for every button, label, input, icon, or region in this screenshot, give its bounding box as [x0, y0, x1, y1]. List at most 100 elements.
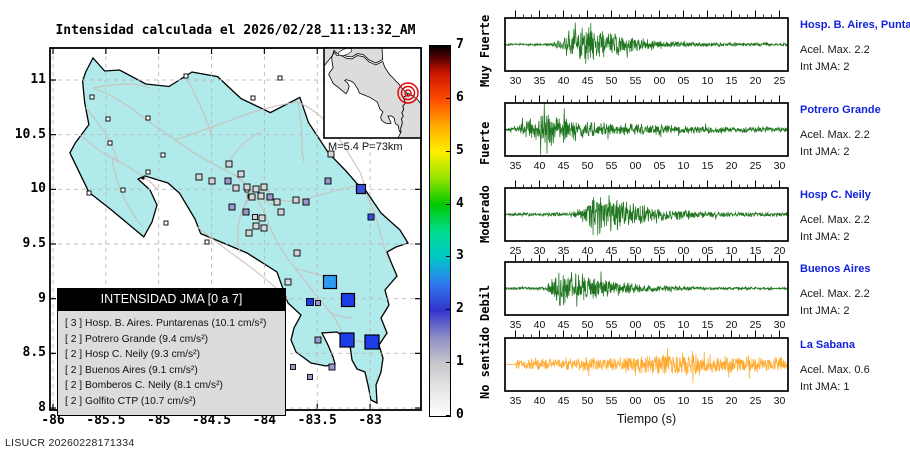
int-jma-label: Int JMA: 2	[800, 146, 850, 158]
seismo-tick-label: 25	[750, 319, 762, 331]
seismo-tick-label: 30	[774, 395, 786, 407]
station-marker	[292, 196, 300, 204]
colorbar-scale-label: Fuerte	[478, 121, 492, 165]
intensity-legend: INTENSIDAD JMA [0 a 7] [ 3 ] Hosp. B. Ai…	[57, 288, 286, 416]
int-jma-label: Int JMA: 2	[800, 305, 850, 317]
station-marker	[163, 220, 169, 226]
station-marker	[290, 364, 296, 370]
seismo-tick-label: 25	[750, 160, 762, 172]
seismogram-panel: 35 40 45 50 55 00 05 10 15 20 25 30	[504, 330, 789, 407]
seismo-tick-label: 45	[606, 245, 618, 257]
road-network	[79, 77, 389, 347]
seismo-tick-label: 25	[750, 395, 762, 407]
seismo-tick-label: 10	[678, 160, 690, 172]
legend-entry: [ 2 ] Potrero Grande (9.4 cm/s²)	[65, 333, 209, 345]
seismo-tick-label: 55	[630, 75, 642, 87]
colorbar-scale-label: Muy Fuerte	[478, 14, 492, 87]
legend-entry: [ 2 ] Golfito CTP (10.7 cm/s²)	[65, 395, 196, 407]
station-marker	[260, 224, 268, 232]
legend-entry: [ 2 ] Bomberos C. Neily (8.1 cm/s²)	[65, 380, 223, 391]
station-marker	[145, 115, 151, 121]
legend-entry: [ 2 ] Buenos Aires (9.1 cm/s²)	[65, 364, 198, 376]
seismo-tick-label: 50	[630, 245, 642, 257]
int-jma-label: Int JMA: 1	[800, 381, 850, 393]
station-marker	[237, 170, 245, 178]
x-tick-label: -84.5	[191, 413, 232, 428]
station-marker	[204, 239, 210, 245]
station-marker	[367, 213, 375, 221]
seismo-tick-label: 20	[726, 395, 738, 407]
seismo-tick-label: 55	[654, 245, 666, 257]
x-tick-label: -83	[358, 413, 382, 428]
station-marker	[364, 334, 380, 350]
seismogram-panel: 25 30 35 40 45 50 55 00 05 10 15 20	[504, 180, 789, 257]
seismo-tick-label: 20	[750, 75, 762, 87]
int-jma-label: Int JMA: 2	[800, 231, 850, 243]
seismo-tick-label: 00	[630, 395, 642, 407]
waveform-trace	[505, 22, 788, 64]
jma-colorbar	[429, 45, 451, 417]
y-tick-label: 10.5	[14, 126, 46, 142]
legend-title: INTENSIDAD JMA [0 a 7]	[57, 288, 286, 311]
inset-lake-nicaragua	[338, 48, 352, 56]
seismo-tick-label: 30	[510, 75, 522, 87]
seismo-tick-label: 10	[678, 319, 690, 331]
legend-entry: [ 3 ] Hosp. B. Aires. Puntarenas (10.1 c…	[65, 318, 267, 329]
station-name: Hosp. B. Aires, Puntare	[800, 19, 910, 31]
waveform-trace	[505, 271, 788, 307]
seismo-tick-label: 10	[702, 75, 714, 87]
station-marker	[183, 73, 189, 79]
seismo-tick-label: 40	[582, 245, 594, 257]
colorbar-number: 7	[456, 37, 464, 53]
colorbar-number: 0	[456, 407, 464, 423]
seismo-tick-label: 05	[678, 75, 690, 87]
seismo-tick-label: 15	[726, 75, 738, 87]
y-tick-label: 9.5	[22, 235, 46, 251]
y-tick-label: 8	[38, 399, 46, 415]
isla-chira-dot	[141, 176, 145, 180]
seismo-tick-label: 15	[702, 160, 714, 172]
waveform-trace	[505, 347, 788, 384]
station-marker	[250, 95, 256, 101]
colorbar-number: 3	[456, 248, 464, 264]
seismo-tick-label: 40	[534, 160, 546, 172]
station-marker	[252, 214, 258, 220]
seismo-tick-label: 00	[654, 75, 666, 87]
station-marker	[307, 374, 313, 380]
map-y-axis-labels: 11 10.5 10 9.5 9 8.5 8	[12, 0, 46, 460]
colorbar-scale-label: No sentido	[478, 326, 492, 399]
colorbar-number: 1	[456, 354, 464, 370]
seismo-tick-label: 55	[606, 319, 618, 331]
y-tick-label: 10	[30, 181, 46, 197]
station-marker	[105, 116, 111, 122]
station-marker	[245, 229, 253, 237]
accel-max-label: Acel. Max. 2.2	[800, 44, 870, 56]
seismo-tick-label: 40	[534, 319, 546, 331]
seismo-tick-label: 00	[630, 160, 642, 172]
seismo-tick-label: 55	[606, 395, 618, 407]
seismo-tick-label: 20	[774, 245, 786, 257]
seismo-tick-label: 15	[702, 319, 714, 331]
seismo-tick-label: 50	[582, 395, 594, 407]
station-marker	[145, 169, 151, 175]
station-marker	[340, 292, 356, 308]
station-marker	[302, 198, 310, 206]
station-marker	[224, 177, 232, 185]
station-marker	[252, 222, 260, 230]
station-name: Hosp C. Neily	[800, 189, 871, 201]
station-marker	[322, 274, 338, 290]
waveform-trace	[505, 103, 788, 156]
seismo-tick-label: 25	[510, 245, 522, 257]
int-jma-label: Int JMA: 2	[800, 61, 850, 73]
legend-body: [ 3 ] Hosp. B. Aires. Puntarenas (10.1 c…	[57, 311, 286, 416]
x-tick-label: -85.5	[86, 413, 126, 428]
seismo-tick-label: 00	[678, 245, 690, 257]
seismo-tick-label: 35	[558, 245, 570, 257]
station-marker	[277, 208, 285, 216]
seismo-tick-label: 45	[582, 75, 594, 87]
station-marker	[225, 160, 233, 168]
station-marker	[284, 278, 292, 286]
seismo-tick-label: 25	[774, 75, 786, 87]
accel-max-label: Acel. Max. 2.2	[800, 288, 870, 300]
seismo-tick-label: 50	[606, 75, 618, 87]
